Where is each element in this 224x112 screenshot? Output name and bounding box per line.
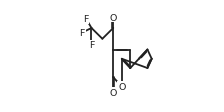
Text: O: O	[110, 14, 117, 23]
Text: F: F	[89, 41, 94, 50]
Text: F: F	[80, 29, 85, 38]
Text: O: O	[118, 82, 125, 91]
Text: F: F	[83, 15, 89, 24]
Text: O: O	[110, 88, 117, 97]
